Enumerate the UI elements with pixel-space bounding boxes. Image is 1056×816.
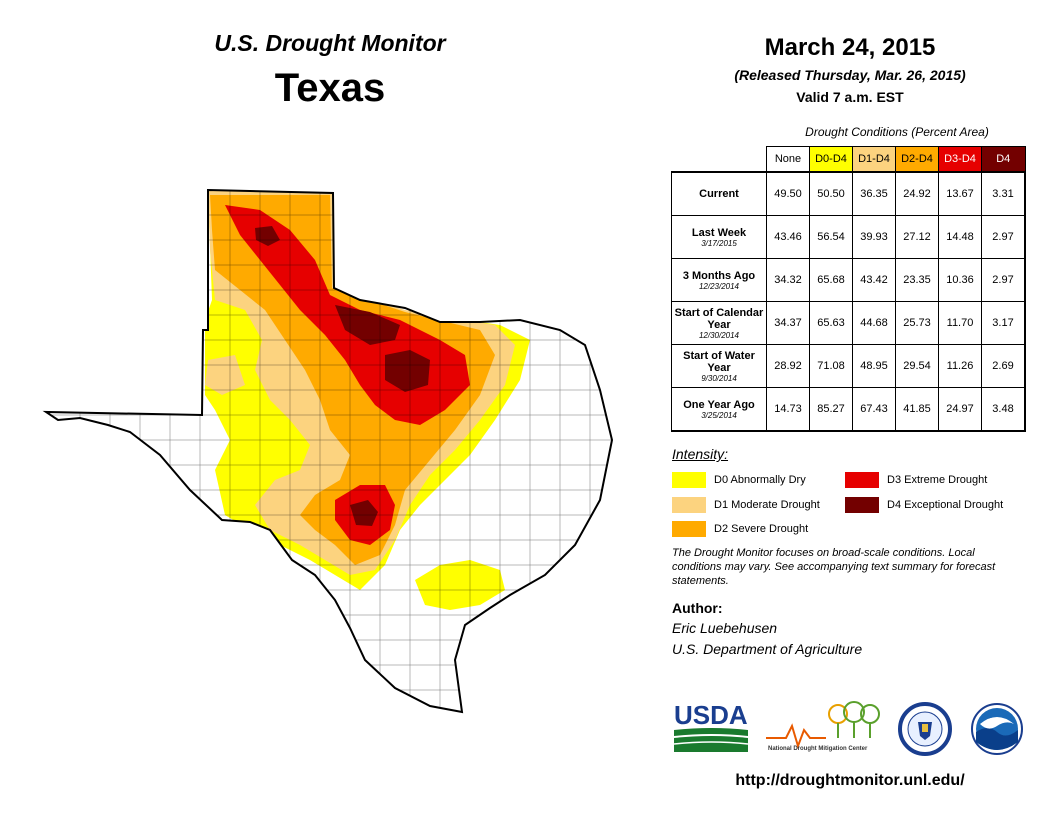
legend-label: D3 Extreme Drought [887,474,988,486]
table-row: Start of Water Year 9/30/2014 28.92 71.08… [671,344,1026,388]
table-cell: 44.68 [852,301,896,345]
row-label: Start of Water Year 9/30/2014 [671,344,767,388]
table-cell: 11.70 [938,301,982,345]
legend-item-d1: D1 Moderate Drought [672,497,820,513]
legend-item-d4: D4 Exceptional Drought [845,497,1003,513]
table-cell: 25.73 [895,301,939,345]
table-cell: 23.35 [895,258,939,302]
legend-item-d2: D2 Severe Drought [672,521,808,537]
legend-swatch [672,472,706,488]
author-name: Eric Luebehusen [672,620,778,636]
legend-swatch [672,521,706,537]
table-cell: 34.37 [766,301,810,345]
table-cell: 2.97 [981,258,1026,302]
table-cell: 2.97 [981,215,1026,259]
author-org: U.S. Department of Agriculture [672,641,863,657]
table-cell: 48.95 [852,344,896,388]
d4-region [350,500,378,526]
table-cell: 10.36 [938,258,982,302]
legend-swatch [845,472,879,488]
table-cell: 56.54 [809,215,853,259]
table-cell: 2.69 [981,344,1026,388]
table-cell: 27.12 [895,215,939,259]
valid-time: Valid 7 a.m. EST [796,89,904,105]
table-cell: 65.68 [809,258,853,302]
table-cell: 67.43 [852,387,896,432]
table-cell: 71.08 [809,344,853,388]
table-cell: 43.46 [766,215,810,259]
table-header-row: None D0-D4 D1-D4 D2-D4 D3-D4 D4 [672,146,1026,173]
table-row: Last Week 3/17/2015 43.46 56.54 39.93 27.… [671,215,1026,259]
legend-label: D0 Abnormally Dry [714,474,806,486]
ndmc-logo-text: National Drought Mitigation Center [768,746,868,752]
usda-logo-text: USDA [674,700,748,730]
column-header: D2-D4 [895,146,939,173]
legend-item-d0: D0 Abnormally Dry [672,472,806,488]
table-cell: 85.27 [809,387,853,432]
drought-note: The Drought Monitor focuses on broad-sca… [672,547,996,587]
legend-label: D1 Moderate Drought [714,499,820,511]
release-date: (Released Thursday, Mar. 26, 2015) [734,67,966,83]
table-cell: 14.73 [766,387,810,432]
noaa-logo-text: NOAA [990,718,1005,724]
column-header: D1-D4 [852,146,896,173]
table-cell: 41.85 [895,387,939,432]
legend-title: Intensity: [672,446,729,462]
table-caption: Drought Conditions (Percent Area) [805,125,989,139]
table-cell: 14.48 [938,215,982,259]
state-name: Texas [274,66,386,110]
legend-swatch [845,497,879,513]
table-cell: 43.42 [852,258,896,302]
column-header: D0-D4 [809,146,853,173]
row-label: One Year Ago 3/25/2014 [671,387,767,432]
column-header: D4 [981,146,1026,173]
table-cell: 39.93 [852,215,896,259]
row-label: Current [671,171,767,216]
table-cell: 34.32 [766,258,810,302]
table-cell: 36.35 [852,171,896,216]
column-header: None [766,146,810,173]
texas-drought-map [42,188,614,714]
d4-region [385,350,430,392]
row-label: Start of Calendar Year 12/30/2014 [671,301,767,345]
table-cell: 50.50 [809,171,853,216]
legend-label: D2 Severe Drought [714,523,809,535]
table-cell: 3.17 [981,301,1026,345]
column-header: D3-D4 [938,146,982,173]
table-row: Current 49.50 50.50 36.35 24.92 13.67 3.… [671,171,1026,216]
noaa-logo: NOAA [971,703,1023,755]
table-cell: 3.48 [981,387,1026,432]
table-cell: 3.31 [981,171,1026,216]
ndmc-logo: National Drought Mitigation Center [766,701,880,752]
legend-swatch [672,497,706,513]
table-row: One Year Ago 3/25/2014 14.73 85.27 67.43 … [671,387,1026,432]
d2-region [210,195,495,565]
drought-conditions-table: None D0-D4 D1-D4 D2-D4 D3-D4 D4 Current … [671,146,1026,432]
author-heading: Author: [672,600,723,616]
map-date: March 24, 2015 [764,34,936,61]
table-cell: 65.63 [809,301,853,345]
usda-logo: USDA [673,700,749,752]
row-label: 3 Months Ago 12/23/2014 [671,258,767,302]
drought-monitor-link[interactable]: http://droughtmonitor.unl.edu/ [735,772,965,789]
table-row: Start of Calendar Year 12/30/2014 34.37 6… [671,301,1026,345]
d0-region [415,560,505,610]
commerce-seal-logo [898,702,952,756]
table-cell: 29.54 [895,344,939,388]
table-cell: 24.92 [895,171,939,216]
table-cell: 11.26 [938,344,982,388]
d4-region [255,226,280,246]
table-cell: 24.97 [938,387,982,432]
row-label: Last Week 3/17/2015 [671,215,767,259]
table-cell: 13.67 [938,171,982,216]
state-outline [42,188,614,714]
table-cell: 28.92 [766,344,810,388]
table-cell: 49.50 [766,171,810,216]
monitor-title: U.S. Drought Monitor [214,30,446,56]
legend-item-d3: D3 Extreme Drought [845,472,987,488]
legend-label: D4 Exceptional Drought [887,499,1004,511]
table-row: 3 Months Ago 12/23/2014 34.32 65.68 43.42… [671,258,1026,302]
